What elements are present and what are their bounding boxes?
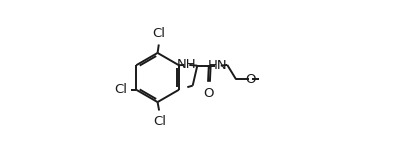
Text: Cl: Cl bbox=[152, 27, 166, 40]
Text: O: O bbox=[246, 73, 256, 86]
Text: Cl: Cl bbox=[153, 115, 166, 128]
Text: NH: NH bbox=[177, 58, 197, 71]
Text: Cl: Cl bbox=[114, 83, 127, 96]
Text: O: O bbox=[203, 87, 214, 100]
Text: HN: HN bbox=[208, 59, 228, 72]
